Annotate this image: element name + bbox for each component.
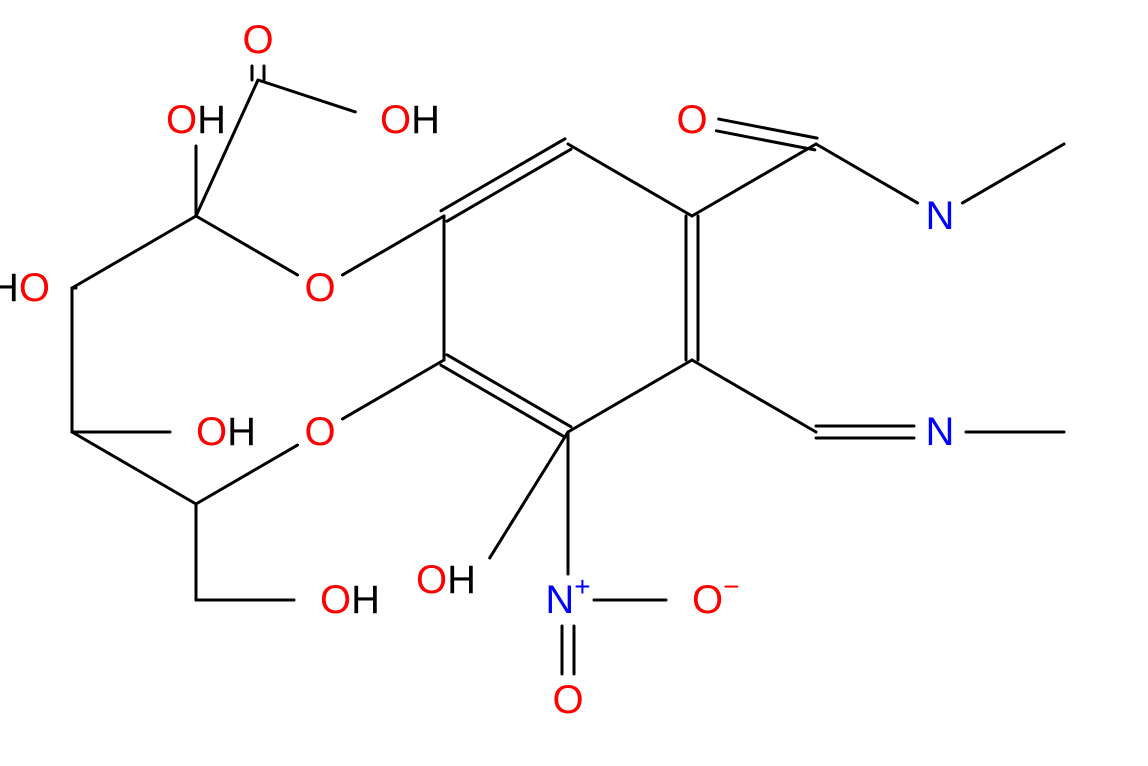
molecule-diagram: O O OH HO OH OH O OH O N N N+ O− O OH <box>0 0 1148 766</box>
atom-label: O <box>304 266 335 310</box>
atom-label: O <box>242 18 273 62</box>
atom-label: OH <box>320 578 380 622</box>
atom-label: N <box>926 410 955 454</box>
atom-label: OH <box>416 558 476 602</box>
atom-label: N <box>926 194 955 238</box>
atom-label: OH <box>166 98 226 142</box>
atom-label: O <box>304 410 335 454</box>
atom-label: O <box>676 98 707 142</box>
atom-label: OH <box>380 98 440 142</box>
atom-label: N+ <box>545 571 590 623</box>
atom-label: O− <box>692 571 739 623</box>
atom-label: HO <box>0 266 50 310</box>
atom-label: OH <box>196 410 256 454</box>
atom-label: O <box>552 678 583 722</box>
